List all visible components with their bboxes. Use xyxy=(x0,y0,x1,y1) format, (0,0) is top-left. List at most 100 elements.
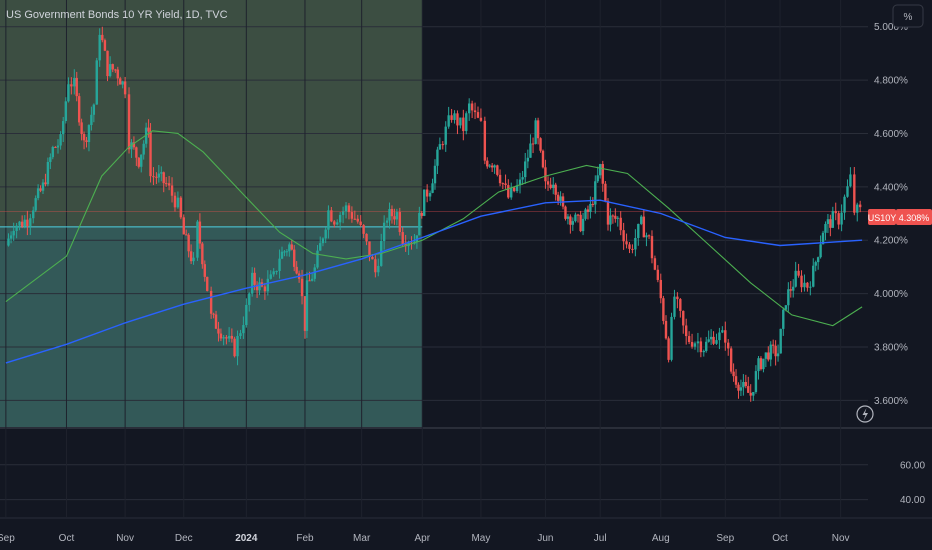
candle-body xyxy=(619,217,622,231)
candle-body xyxy=(92,104,96,115)
candle-body xyxy=(353,218,357,220)
candle-body xyxy=(114,69,117,71)
candle-body xyxy=(486,160,489,167)
candle-body xyxy=(754,371,758,393)
y-tick-label: 4.600% xyxy=(874,129,908,140)
candle-body xyxy=(49,157,52,162)
candle-body xyxy=(398,212,401,233)
candle-body xyxy=(771,344,775,346)
candle-body xyxy=(498,174,502,184)
candle-body xyxy=(709,336,713,340)
candle-body xyxy=(712,336,715,344)
candle-body xyxy=(552,184,555,188)
candle-body xyxy=(149,131,152,177)
candle-body xyxy=(826,219,830,224)
candle-body xyxy=(368,241,371,257)
candle-body xyxy=(752,392,755,396)
scale-button[interactable]: % xyxy=(892,4,924,28)
candle-body xyxy=(727,342,730,349)
candle-body xyxy=(776,353,780,357)
candle-body xyxy=(62,121,65,135)
candle-body xyxy=(479,117,483,121)
candle-body xyxy=(690,342,694,347)
candle-body xyxy=(536,120,540,139)
candle-body xyxy=(843,196,846,213)
candle-body xyxy=(176,197,180,208)
candle-body xyxy=(350,212,354,219)
candle-body xyxy=(476,112,480,118)
x-tick-label: Apr xyxy=(414,533,430,544)
candle-body xyxy=(642,216,646,238)
candle-body xyxy=(488,165,491,167)
candle-body xyxy=(616,217,619,219)
candle-body xyxy=(258,282,261,291)
candle-body xyxy=(293,249,296,267)
candle-body xyxy=(459,117,462,126)
candle-body xyxy=(501,183,505,185)
candle-body xyxy=(425,189,429,197)
candle-body xyxy=(676,296,679,300)
candle-body xyxy=(9,235,13,239)
candle-body xyxy=(837,213,840,225)
candle-body xyxy=(263,286,267,292)
candle-body xyxy=(566,216,570,219)
candle-body xyxy=(121,81,124,85)
candle-body xyxy=(127,94,131,150)
y-tick-label: 3.600% xyxy=(874,396,908,407)
lightning-icon[interactable] xyxy=(856,405,874,423)
candle-body xyxy=(46,161,50,185)
moving-average-slow xyxy=(5,199,863,364)
candle-body xyxy=(239,333,242,337)
candle-body xyxy=(541,150,545,168)
x-tick-label: Dec xyxy=(175,533,193,544)
candle-body xyxy=(26,219,29,227)
candle-body xyxy=(510,187,513,198)
candle-body xyxy=(12,230,15,236)
candle-body xyxy=(106,50,109,77)
candle-body xyxy=(230,335,234,339)
candle-body xyxy=(816,257,820,263)
candle-body xyxy=(140,154,143,167)
x-tick-label: Oct xyxy=(59,533,75,544)
candle-body xyxy=(637,223,640,239)
candle-body xyxy=(800,275,803,288)
candle-body xyxy=(812,265,815,287)
x-tick-label: Aug xyxy=(652,533,670,544)
candle-body xyxy=(809,286,812,288)
candle-body xyxy=(290,244,293,250)
candle-body xyxy=(73,77,76,87)
candle-body xyxy=(18,221,21,226)
candle-body xyxy=(20,221,24,227)
candle-body xyxy=(64,101,68,122)
x-tick-label: Jun xyxy=(537,533,553,544)
candle-body xyxy=(90,114,93,126)
candle-body xyxy=(470,103,474,111)
candle-body xyxy=(313,267,316,279)
candle-body xyxy=(715,340,718,344)
candle-body xyxy=(611,215,615,217)
candle-body xyxy=(316,250,319,268)
candle-body xyxy=(51,147,54,158)
candle-body xyxy=(521,177,524,180)
candle-body xyxy=(214,314,218,329)
candle-body xyxy=(288,244,291,252)
candle-body xyxy=(203,264,206,277)
x-tick-label: 2024 xyxy=(235,533,258,544)
candle-body xyxy=(438,144,442,150)
candle-body xyxy=(170,185,174,196)
candle-body xyxy=(253,272,256,285)
candle-body xyxy=(23,219,26,227)
candle-body xyxy=(544,167,547,182)
candle-body xyxy=(609,215,612,225)
candle-body xyxy=(749,392,752,396)
candle-body xyxy=(157,173,161,178)
candle-body xyxy=(75,77,78,97)
candle-body xyxy=(803,282,806,288)
candle-body xyxy=(640,216,643,224)
candle-body xyxy=(98,34,101,61)
candle-body xyxy=(744,382,748,387)
candle-body xyxy=(189,251,193,262)
candle-body xyxy=(473,110,477,113)
candle-body xyxy=(529,143,532,158)
